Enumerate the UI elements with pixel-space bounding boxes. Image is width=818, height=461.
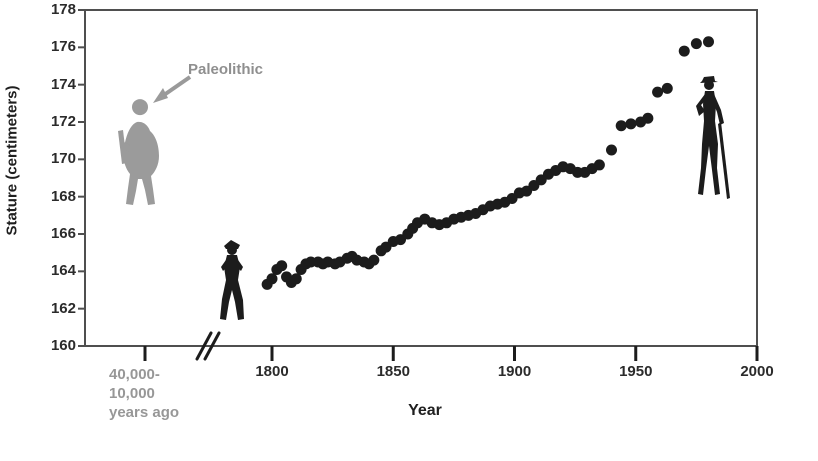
data-point — [678, 45, 690, 57]
eighteenth-century-man-figure — [220, 240, 244, 320]
data-points — [132, 36, 714, 290]
y-tick-label: 172 — [50, 113, 76, 130]
y-axis-title: Stature (centimeters) — [3, 85, 21, 236]
x-axis-title: Year — [408, 402, 442, 419]
paleolithic-point — [132, 99, 148, 116]
data-point — [661, 82, 673, 94]
y-tick-label: 160 — [50, 337, 76, 354]
data-point — [652, 86, 664, 98]
y-tick-label: 164 — [50, 262, 76, 280]
y-tick-label: 166 — [50, 225, 76, 242]
x-tick-label: 1850 — [376, 363, 410, 380]
data-point — [606, 144, 617, 156]
y-tick-label: 170 — [50, 150, 76, 168]
paleolithic-annotation-label: Paleolithic — [188, 61, 264, 78]
data-point — [690, 38, 702, 50]
x-tick-label: 1900 — [497, 363, 532, 380]
data-point — [276, 260, 288, 272]
plot-frame — [84, 9, 758, 347]
data-point — [642, 112, 654, 124]
years-ago-tick-label: 40,000- 10,000 years ago — [109, 366, 180, 422]
y-tick-label: 162 — [50, 299, 76, 317]
axis-break-icon — [195, 331, 221, 361]
data-point — [368, 254, 380, 266]
data-point — [703, 36, 714, 48]
y-tick-label: 168 — [50, 187, 76, 205]
x-tick-label: 2000 — [740, 363, 774, 380]
data-point — [290, 273, 302, 285]
data-point — [593, 159, 605, 171]
data-point — [266, 273, 278, 285]
data-point — [615, 120, 627, 132]
y-tick-label: 178 — [50, 1, 76, 18]
paleolithic-arrow-icon — [153, 75, 192, 103]
paleolithic-man-figure — [118, 121, 159, 205]
modern-man-figure — [696, 76, 730, 199]
x-tick-label: 1950 — [619, 363, 653, 380]
data-point — [625, 118, 637, 130]
x-tick-label: 1800 — [255, 363, 289, 380]
y-axis-ticks — [78, 9, 85, 347]
x-axis-ticks — [143, 346, 759, 361]
y-tick-label: 174 — [50, 75, 76, 93]
y-tick-label: 176 — [50, 38, 76, 56]
